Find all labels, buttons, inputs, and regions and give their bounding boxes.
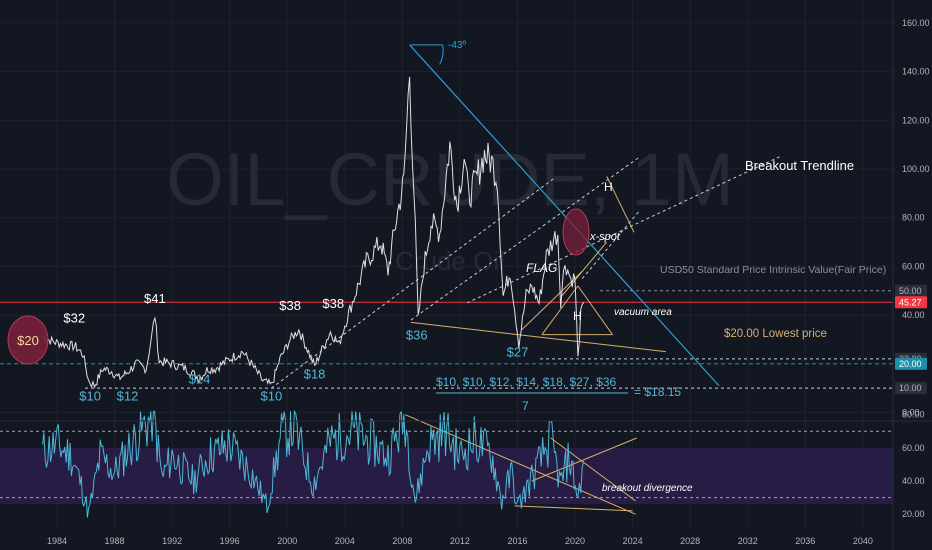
lowest-price-label: $20.00 Lowest price <box>724 328 827 340</box>
x-tick-2032: 2032 <box>738 536 758 546</box>
price-label-1: $41 <box>144 291 166 306</box>
x-tick-1988: 1988 <box>105 536 125 546</box>
price-labels: $32 $41 $38 $38 $10 $12 $14 $10 $18 $36 $27 <box>63 291 528 403</box>
x-tick-2040: 2040 <box>853 536 873 546</box>
h-top-label: H <box>604 180 613 194</box>
x-tick-1984: 1984 <box>47 536 67 546</box>
x-tick-2036: 2036 <box>795 536 815 546</box>
rsi-divergence-up <box>531 437 638 482</box>
rsi-overbought-band <box>0 448 893 504</box>
watermark-symbol: OIL_CRUDE, 1M <box>166 138 733 221</box>
y-tick-120.00: 120.00 <box>902 115 930 125</box>
watermark-name: Crude Oil <box>395 246 505 276</box>
y-tag-10.00: 10.00 <box>899 383 922 393</box>
x-tick-2016: 2016 <box>507 536 527 546</box>
support-trend-lower-dashed <box>271 178 554 389</box>
price-label-3: $38 <box>322 296 344 311</box>
y-tag-20.00: 20.00 <box>899 359 922 369</box>
y-tick-140.00: 140.00 <box>902 67 930 77</box>
y-tag-bg-50.00 <box>895 284 927 297</box>
x-tick-2008: 2008 <box>392 536 412 546</box>
support-trend-upper-dashed <box>410 156 641 321</box>
price-label-7: $10 <box>261 388 283 403</box>
x-tick-2028: 2028 <box>680 536 700 546</box>
vacuum-left <box>541 285 579 335</box>
horizontal-lines <box>0 290 893 389</box>
y-tick-100.00: 100.00 <box>902 164 930 174</box>
flag-label: FLAG <box>526 261 557 275</box>
rsi-divergence-down-2 <box>514 505 633 512</box>
y-tick-60.00: 60.00 <box>902 261 925 271</box>
rsi-line <box>42 409 585 518</box>
rsi-tick-20.00: 20.00 <box>902 509 925 519</box>
y-tick-40.00: 40.00 <box>902 310 925 320</box>
y-tick-160.00: 160.00 <box>902 18 930 28</box>
rsi-tick-80.00: 80.00 <box>902 410 925 420</box>
chart-grid <box>0 0 893 530</box>
y-tag-bg-20.00 <box>895 357 927 370</box>
vacuum-area-label: vacuum area <box>614 307 672 318</box>
formula-result: = $18.15 <box>634 385 681 399</box>
formula-numerator: $10, $10, $12, $14, $18, $27, $36 <box>436 375 616 389</box>
y-tick-0.00: 0.00 <box>902 408 920 418</box>
y-tag-45.27: 45.27 <box>899 297 922 307</box>
rsi-divergence-down-3 <box>550 437 636 502</box>
rsi-divergence-down-1 <box>405 414 636 515</box>
price-label-8: $18 <box>304 366 326 381</box>
h-bottom-label: H <box>573 309 582 323</box>
left-badge-text: $20 <box>17 333 39 348</box>
price-label-5: $12 <box>117 388 139 403</box>
x-tick-2020: 2020 <box>565 536 585 546</box>
trend-lines <box>271 44 780 515</box>
rsi-y-axis[interactable]: 80.00 60.00 40.00 20.00 <box>902 410 925 519</box>
time-x-axis[interactable]: 1984 1988 1992 1996 2000 2004 2008 2012 2016 2020… <box>47 536 873 546</box>
price-label-0: $32 <box>63 310 85 325</box>
x-tick-1992: 1992 <box>162 536 182 546</box>
price-label-2: $38 <box>279 298 301 313</box>
breakout-divergence-label: breakout divergence <box>602 483 693 494</box>
x-tick-2024: 2024 <box>623 536 643 546</box>
breakout-trendline-label: Breakout Trendline <box>745 158 854 173</box>
price-line <box>42 76 585 389</box>
price-label-9: $36 <box>406 327 428 342</box>
rsi-tick-60.00: 60.00 <box>902 443 925 453</box>
flag-lower-line <box>410 321 666 353</box>
vacuum-right <box>577 285 613 335</box>
y-tag-bg-45.27 <box>895 296 927 309</box>
major-descending-trendline <box>409 44 720 387</box>
x-tick-2000: 2000 <box>277 536 297 546</box>
flag-upper-line <box>521 270 583 331</box>
x-spot-dashed <box>581 210 641 279</box>
left-badge-ellipse <box>7 315 49 365</box>
h-top-lower <box>561 241 608 296</box>
x-spot-highlight <box>562 208 590 256</box>
angle-arc <box>439 44 444 65</box>
fair-value-label: USD50 Standard Price Intrinsic Value(Fai… <box>660 264 886 276</box>
x-tick-2004: 2004 <box>335 536 355 546</box>
rsi-tick-40.00: 40.00 <box>902 476 925 486</box>
angle-annotation: -43º <box>448 40 466 51</box>
y-tag-bg-10.00 <box>895 382 927 395</box>
y-tick-80.00: 80.00 <box>902 213 925 223</box>
price-y-axis[interactable]: 160.00 140.00 120.00 100.00 80.00 60.00 40.00 0… <box>902 18 930 418</box>
x-tick-1996: 1996 <box>220 536 240 546</box>
price-label-10: $27 <box>507 344 529 359</box>
formula-denominator: 7 <box>522 399 529 413</box>
x-spot-label: x-spot <box>589 231 621 243</box>
y-tag-50.00: 50.00 <box>899 286 922 296</box>
price-label-6: $14 <box>189 371 211 386</box>
x-tick-2012: 2012 <box>450 536 470 546</box>
price-label-4: $10 <box>79 388 101 403</box>
